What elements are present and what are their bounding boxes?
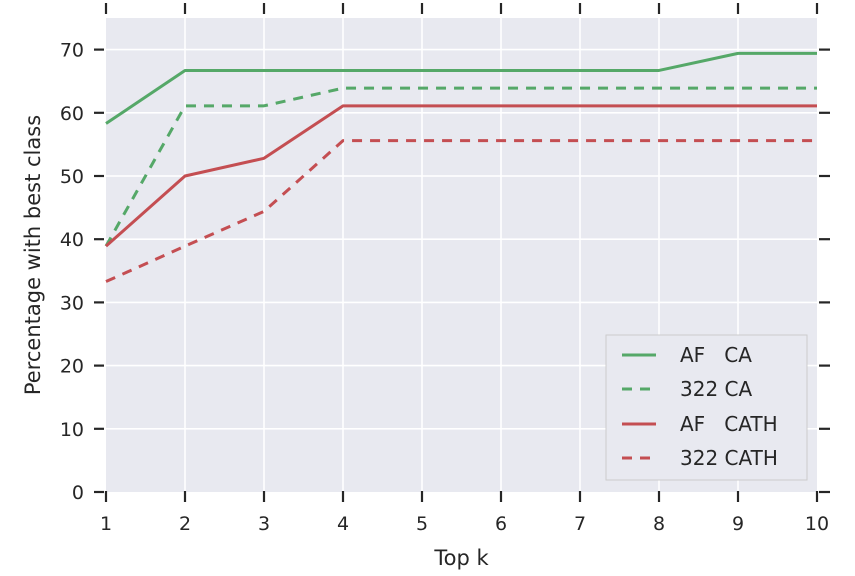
x-tick-label: 8 [653, 513, 665, 535]
legend-label-322-ca: 322 CA [680, 377, 752, 401]
legend-label-af-cath: AF CATH [680, 412, 778, 436]
y-tick-label: 60 [60, 103, 84, 125]
x-tick-label: 2 [179, 513, 191, 535]
x-tick-label: 10 [805, 513, 829, 535]
y-tick-label: 0 [72, 482, 84, 504]
x-tick-label: 7 [574, 513, 586, 535]
x-tick-labels: 1 2 3 4 5 6 7 8 9 10 [100, 513, 829, 535]
x-tick-label: 4 [337, 513, 349, 535]
x-tick-label: 5 [416, 513, 428, 535]
ticks [94, 3, 830, 502]
legend: AF CA 322 CA AF CATH 322 CATH [605, 334, 808, 481]
series-line-af-cath [105, 104, 817, 248]
x-tick-label: 1 [100, 513, 112, 535]
y-tick-label: 50 [60, 166, 84, 188]
y-tick-label: 70 [60, 40, 84, 62]
x-tick-label: 6 [495, 513, 507, 535]
y-tick-label: 40 [60, 229, 84, 251]
series-line-322-ca [104, 86, 817, 247]
y-tick-labels: 0 10 20 30 40 50 60 70 [60, 40, 84, 504]
series-line-322-cath [105, 139, 817, 283]
y-tick-label: 30 [60, 292, 84, 314]
series-line-af-ca [105, 51, 817, 125]
x-tick-label: 9 [732, 513, 744, 535]
legend-label-af-ca: AF CA [680, 343, 752, 367]
x-axis-title: Top k [433, 546, 489, 570]
x-tick-label: 3 [258, 513, 270, 535]
y-axis-title: Percentage with best class [21, 115, 45, 395]
legend-label-322-cath: 322 CATH [680, 446, 778, 470]
series-lines [104, 51, 817, 283]
legend-box [605, 334, 808, 481]
y-tick-label: 10 [60, 419, 84, 441]
y-tick-label: 20 [60, 356, 84, 378]
